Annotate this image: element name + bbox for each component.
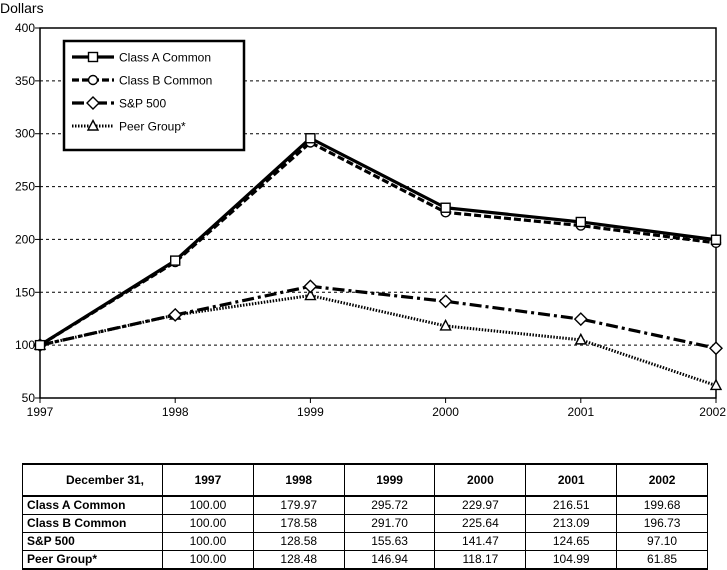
marker-diamond [303,279,318,294]
table-header-year: 2002 [616,463,708,497]
y-tick-label: 200 [15,232,35,246]
table-header-year: 1997 [162,463,254,497]
table-cell: 155.63 [343,532,436,551]
x-tick-label: 2001 [567,405,594,419]
series-peer-group [33,288,723,391]
legend-entries: Class A Common Class B Common S&P 500 Peer … [72,51,212,134]
marker-triangle [574,332,587,345]
series-line [39,284,717,350]
y-axis-label: Dollars [0,0,44,16]
marker-diamond [709,341,723,356]
line-chart: Dollars 50 100 150 200 250 300 350 400 1997 1998… [0,0,726,419]
marker-diamond [168,307,183,322]
table-header-year: 1999 [343,463,436,497]
series-line [39,136,717,347]
row-label: S&P 500 [22,532,163,551]
y-tick-label: 300 [15,127,35,141]
table-cell: 100.00 [162,532,254,551]
table-cell: 225.64 [434,514,527,533]
series-line [39,294,717,387]
table-row: S&P 500 100.00 128.58 155.63 141.47 124.… [22,532,708,551]
plot-area-frame [39,27,717,399]
legend-label: Class A Common [119,51,211,65]
table-cell: 141.47 [434,532,527,551]
y-tick-label: 350 [15,74,35,88]
x-tick-label: 1997 [27,405,54,419]
x-tick-label: 2000 [432,405,459,419]
marker-square [440,202,451,213]
marker-diamond [438,294,453,309]
table-row: Class A Common 100.00 179.97 295.72 229.… [22,495,708,515]
table-cell: 291.70 [343,514,436,533]
y-tick-label: 50 [22,391,36,405]
marker-square [34,339,46,351]
marker-square [710,234,722,245]
series-class-b-common [34,137,722,351]
y-tick-label: 150 [15,285,35,299]
table-cell: 100.00 [162,495,254,515]
legend-entry: Class B Common [72,74,212,88]
table-header-label: December 31, [22,463,163,497]
legend-entry: Peer Group* [72,118,186,134]
table-cell: 216.51 [525,495,618,515]
marker-triangle [439,318,452,331]
table-cell: 196.73 [616,514,708,533]
table-header-year: 2001 [525,463,618,497]
marker-square [169,255,181,266]
table-cell: 128.58 [252,532,345,551]
marker-square [575,216,586,228]
table-cell: 178.58 [252,514,345,533]
legend-label: Class B Common [119,74,212,88]
row-label: Class A Common [22,495,163,515]
marker-triangle [304,288,317,301]
table-cell: 295.72 [343,495,436,515]
table-header-year: 2000 [434,463,527,497]
table-header-row: December 31, 1997 1998 1999 2000 2001 20… [22,463,708,497]
legend-label: S&P 500 [119,97,166,111]
x-tick-label: 1999 [297,405,324,419]
table-cell: 179.97 [252,495,345,515]
table-row: Class B Common 100.00 178.58 291.70 225.… [22,514,708,533]
y-tick-label: 250 [15,180,35,194]
marker-diamond [573,312,588,327]
marker-diamond [86,96,100,110]
marker-square [87,51,99,63]
series-s-p-500 [33,279,723,356]
table-cell: 199.68 [616,495,708,515]
row-label: Class B Common [22,514,163,533]
legend-label: Peer Group* [119,120,186,134]
legend: Class A Common Class B Common S&P 500 Peer … [62,39,246,152]
series-lines [33,133,723,391]
marker-triangle [709,378,723,391]
table-cell: 97.10 [616,532,708,551]
series-class-a-common [34,133,722,351]
y-tick-label: 400 [15,21,35,35]
x-tick-label: 2002 [699,405,726,419]
marker-triangle [86,118,100,131]
x-axis-ticks: 1997 1998 1999 2000 2001 2002 [27,398,726,419]
legend-entry: Class A Common [72,51,211,65]
table-cell: 229.97 [434,495,527,515]
legend-entry: S&P 500 [72,96,166,111]
y-tick-label: 100 [15,338,35,352]
table-cell: 213.09 [525,514,618,533]
marker-square [305,133,316,144]
performance-table: December 31, 1997 1998 1999 2000 2001 20… [22,463,708,570]
y-axis-ticks: 50 100 150 200 250 300 350 400 [15,21,40,405]
table-header-year: 1998 [252,463,345,497]
marker-circle [87,74,99,86]
table-cell: 124.65 [525,532,618,551]
table-cell: 100.00 [162,514,254,533]
x-tick-label: 1998 [162,405,189,419]
gridlines [40,80,716,346]
